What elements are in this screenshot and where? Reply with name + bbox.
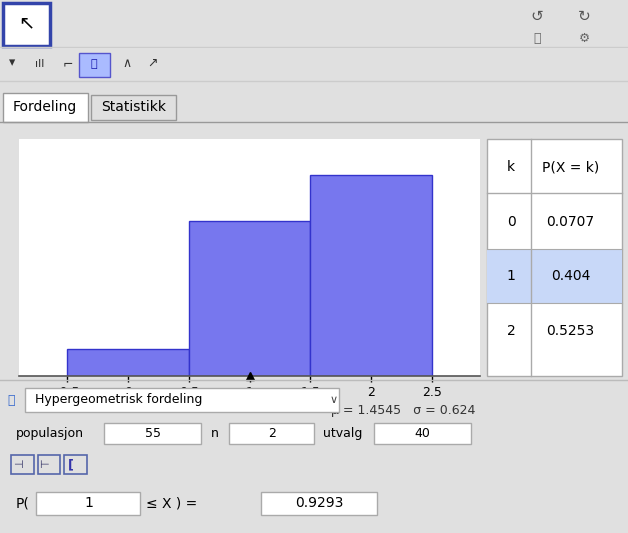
Text: k: k: [507, 160, 515, 174]
Text: 0.9293: 0.9293: [295, 496, 344, 511]
Text: ⟋: ⟋: [8, 394, 15, 407]
FancyBboxPatch shape: [487, 139, 622, 376]
FancyBboxPatch shape: [64, 455, 87, 474]
Text: ⊣: ⊣: [13, 459, 23, 470]
Text: ↖: ↖: [18, 13, 35, 33]
Text: Fordeling: Fordeling: [13, 100, 77, 114]
Text: 2: 2: [507, 324, 516, 338]
Text: ↺: ↺: [531, 9, 543, 25]
FancyBboxPatch shape: [261, 492, 377, 515]
Text: P(X = k): P(X = k): [542, 160, 599, 174]
Text: 1: 1: [507, 269, 516, 283]
Text: utvalg: utvalg: [323, 427, 363, 440]
FancyBboxPatch shape: [36, 492, 140, 515]
Text: Statistikk: Statistikk: [101, 100, 166, 114]
Text: ⚙: ⚙: [578, 32, 590, 45]
Text: ⊢: ⊢: [39, 459, 49, 470]
Text: ⌐: ⌐: [63, 57, 73, 70]
FancyBboxPatch shape: [25, 387, 339, 412]
Text: 0.404: 0.404: [551, 269, 590, 283]
FancyBboxPatch shape: [38, 455, 60, 474]
FancyBboxPatch shape: [104, 423, 201, 444]
FancyBboxPatch shape: [3, 93, 88, 123]
Text: ıll: ıll: [35, 59, 44, 69]
FancyBboxPatch shape: [91, 95, 176, 120]
FancyBboxPatch shape: [229, 423, 314, 444]
Text: Hypergeometrisk fordeling: Hypergeometrisk fordeling: [35, 393, 202, 406]
FancyBboxPatch shape: [78, 53, 110, 77]
Bar: [67, 349, 189, 376]
Text: ↗: ↗: [148, 57, 158, 70]
Text: ∧: ∧: [122, 57, 132, 70]
Text: 📊: 📊: [91, 59, 97, 69]
Text: ▾: ▾: [9, 56, 16, 69]
Text: n: n: [210, 427, 219, 440]
Text: P(: P(: [16, 496, 30, 510]
Text: 55: 55: [144, 427, 161, 440]
FancyBboxPatch shape: [3, 3, 50, 45]
FancyBboxPatch shape: [374, 423, 471, 444]
Text: 0: 0: [507, 215, 516, 229]
Text: μ = 1.4545   σ = 0.624: μ = 1.4545 σ = 0.624: [332, 404, 476, 417]
FancyBboxPatch shape: [11, 455, 34, 474]
Text: ∨: ∨: [330, 394, 338, 405]
Text: [: [: [67, 458, 73, 471]
Bar: [487, 249, 622, 303]
Text: 1: 1: [84, 496, 93, 511]
Text: ⓘ: ⓘ: [533, 32, 541, 45]
Text: 40: 40: [414, 427, 431, 440]
Bar: [189, 221, 310, 376]
Text: 0.5253: 0.5253: [546, 324, 595, 338]
Text: 2: 2: [268, 427, 276, 440]
Text: ↻: ↻: [578, 9, 590, 25]
Bar: [310, 175, 432, 376]
Text: 0.0707: 0.0707: [546, 215, 595, 229]
Text: populasjon: populasjon: [16, 427, 84, 440]
Text: ≤ X ) =: ≤ X ) =: [146, 496, 197, 511]
